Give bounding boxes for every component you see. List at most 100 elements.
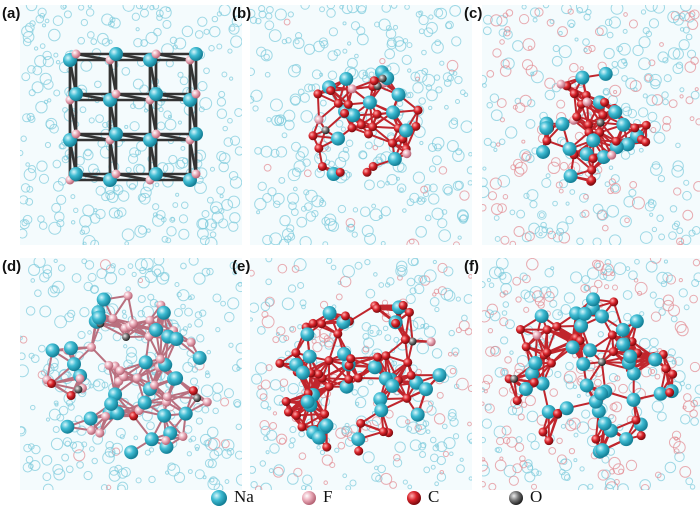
background-atom [289, 437, 296, 444]
background-atom [468, 476, 472, 481]
background-atom [500, 235, 510, 245]
background-atom [529, 285, 543, 299]
background-atom [436, 472, 447, 482]
background-atom [657, 51, 669, 63]
background-atom [194, 30, 204, 39]
background-atom [20, 352, 26, 361]
background-atom [457, 209, 469, 221]
background-atom [638, 107, 649, 118]
background-atom [648, 18, 660, 29]
background-atom [52, 159, 62, 169]
background-atom [565, 201, 570, 206]
background-atom [653, 131, 666, 144]
background-atom [203, 28, 210, 35]
background-atom [42, 55, 54, 68]
background-atom [569, 62, 579, 73]
background-atom [279, 214, 291, 227]
background-atom [55, 59, 61, 65]
background-atom [494, 447, 500, 453]
background-atom [271, 114, 283, 126]
background-atom [530, 440, 540, 450]
background-atom [482, 481, 486, 488]
background-atom [354, 53, 359, 59]
atom [109, 127, 123, 141]
background-atom [531, 468, 540, 477]
legend-label: F [323, 487, 332, 506]
background-atom [327, 70, 338, 80]
atom [111, 89, 121, 99]
background-atom [354, 261, 363, 270]
background-atom [131, 12, 141, 21]
background-atom [693, 180, 700, 192]
background-atom [518, 13, 530, 25]
background-atom [638, 57, 651, 71]
background-atom [621, 102, 631, 113]
background-atom [207, 459, 217, 469]
atom [400, 335, 410, 345]
atom [151, 129, 161, 139]
background-atom [594, 27, 604, 37]
background-atom [632, 44, 644, 57]
background-atom [376, 180, 385, 189]
atom [608, 105, 623, 120]
background-atom [542, 5, 550, 9]
background-atom [576, 421, 590, 434]
atom [314, 115, 324, 125]
background-atom [250, 317, 254, 322]
atom [609, 297, 619, 307]
background-atom [652, 5, 666, 14]
background-atom [550, 157, 561, 167]
background-atom [437, 262, 448, 274]
background-atom [216, 186, 225, 195]
background-atom [260, 425, 271, 436]
background-atom [581, 209, 590, 218]
atom [582, 343, 597, 358]
background-atom [204, 437, 218, 451]
background-atom [194, 469, 205, 480]
background-atom [399, 187, 404, 193]
background-atom [516, 209, 526, 219]
background-atom [509, 240, 517, 245]
background-atom [490, 345, 501, 357]
background-atom [563, 474, 571, 481]
background-atom [89, 446, 95, 452]
background-atom [358, 150, 368, 160]
background-atom [108, 469, 121, 482]
background-atom [261, 310, 269, 319]
background-atom [20, 183, 31, 193]
background-atom [26, 185, 34, 193]
background-atom [260, 49, 273, 62]
background-atom [500, 282, 512, 295]
background-atom [165, 6, 171, 13]
background-atom [269, 232, 283, 245]
background-atom [323, 335, 331, 342]
background-atom [596, 209, 609, 221]
background-atom [646, 94, 658, 107]
background-atom [21, 25, 34, 38]
background-atom [690, 417, 699, 426]
background-atom [339, 5, 344, 10]
background-atom [667, 47, 681, 60]
background-atom [273, 200, 281, 209]
background-atom [526, 433, 537, 443]
background-atom [85, 8, 95, 17]
background-atom [181, 201, 189, 209]
background-atom [105, 441, 115, 450]
background-atom [432, 444, 440, 452]
background-atom [342, 473, 348, 479]
atom [101, 411, 111, 421]
background-atom [230, 35, 242, 48]
background-atom [321, 454, 333, 466]
background-atom [318, 326, 332, 340]
background-atom [530, 71, 535, 76]
background-atom [278, 334, 287, 343]
background-atom [152, 214, 165, 227]
atom [555, 117, 570, 132]
background-atom [90, 38, 98, 45]
background-atom [513, 225, 525, 237]
background-atom [499, 65, 512, 77]
background-atom [440, 287, 454, 301]
atom [404, 307, 414, 317]
legend-symbol [407, 491, 421, 505]
background-atom [283, 18, 291, 26]
